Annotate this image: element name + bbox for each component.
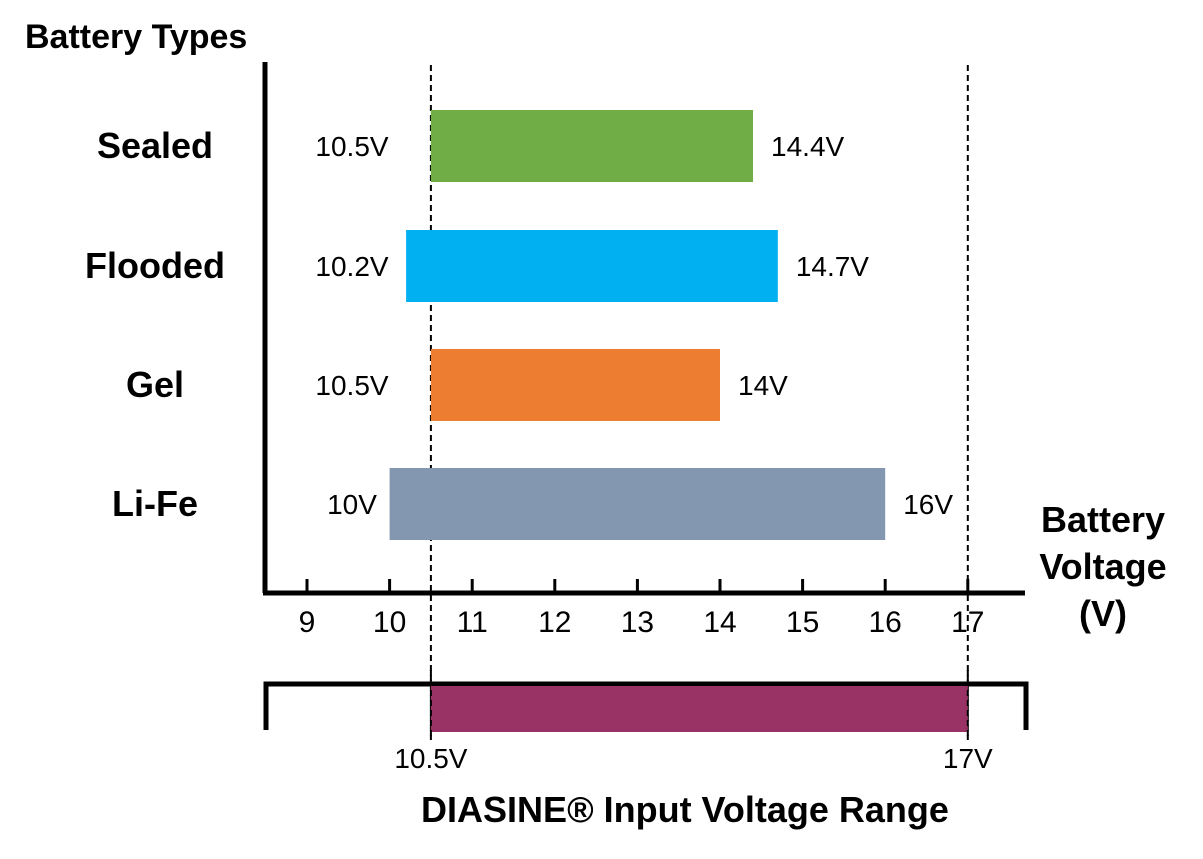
x-axis-label-line: Voltage <box>1039 546 1166 587</box>
category-label: Sealed <box>97 125 213 166</box>
category-label: Gel <box>126 364 184 405</box>
chart-title: Battery Types <box>25 18 247 56</box>
x-tick-label: 17 <box>951 606 984 639</box>
x-tick-label: 15 <box>786 606 819 639</box>
category-label: Li-Fe <box>112 483 198 524</box>
bar-high-label: 14.7V <box>796 251 869 282</box>
bar-low-label: 10.5V <box>315 131 388 162</box>
x-tick-label: 10 <box>373 606 406 639</box>
x-tick-label: 11 <box>457 606 488 639</box>
input-range-caption: DIASINE® Input Voltage Range <box>421 789 949 830</box>
x-axis-label-line: Battery <box>1041 499 1165 540</box>
input-range-bracket <box>263 681 1029 730</box>
bar-low-label: 10.5V <box>315 370 388 401</box>
bar-sealed <box>430 110 754 182</box>
input-range-low-label: 10.5V <box>394 743 467 774</box>
x-tick-label: 14 <box>703 606 736 639</box>
input-range-high-label: 17V <box>943 743 993 774</box>
bar-gel <box>430 349 720 421</box>
bar-high-label: 14.4V <box>771 131 844 162</box>
x-tick-label: 16 <box>869 606 902 639</box>
x-tick-label: 9 <box>299 606 316 639</box>
bar-low-label: 10V <box>327 489 377 520</box>
input-range-bar <box>430 686 968 732</box>
bar-flooded <box>406 230 778 302</box>
bar-high-label: 16V <box>903 489 953 520</box>
x-tick-label: 13 <box>621 606 654 639</box>
x-axis-label-line: (V) <box>1079 593 1127 634</box>
category-label: Flooded <box>85 245 225 286</box>
bar-high-label: 14V <box>738 370 788 401</box>
x-tick-label: 12 <box>538 606 571 639</box>
bar-li-fe <box>389 468 886 540</box>
bar-low-label: 10.2V <box>315 251 388 282</box>
